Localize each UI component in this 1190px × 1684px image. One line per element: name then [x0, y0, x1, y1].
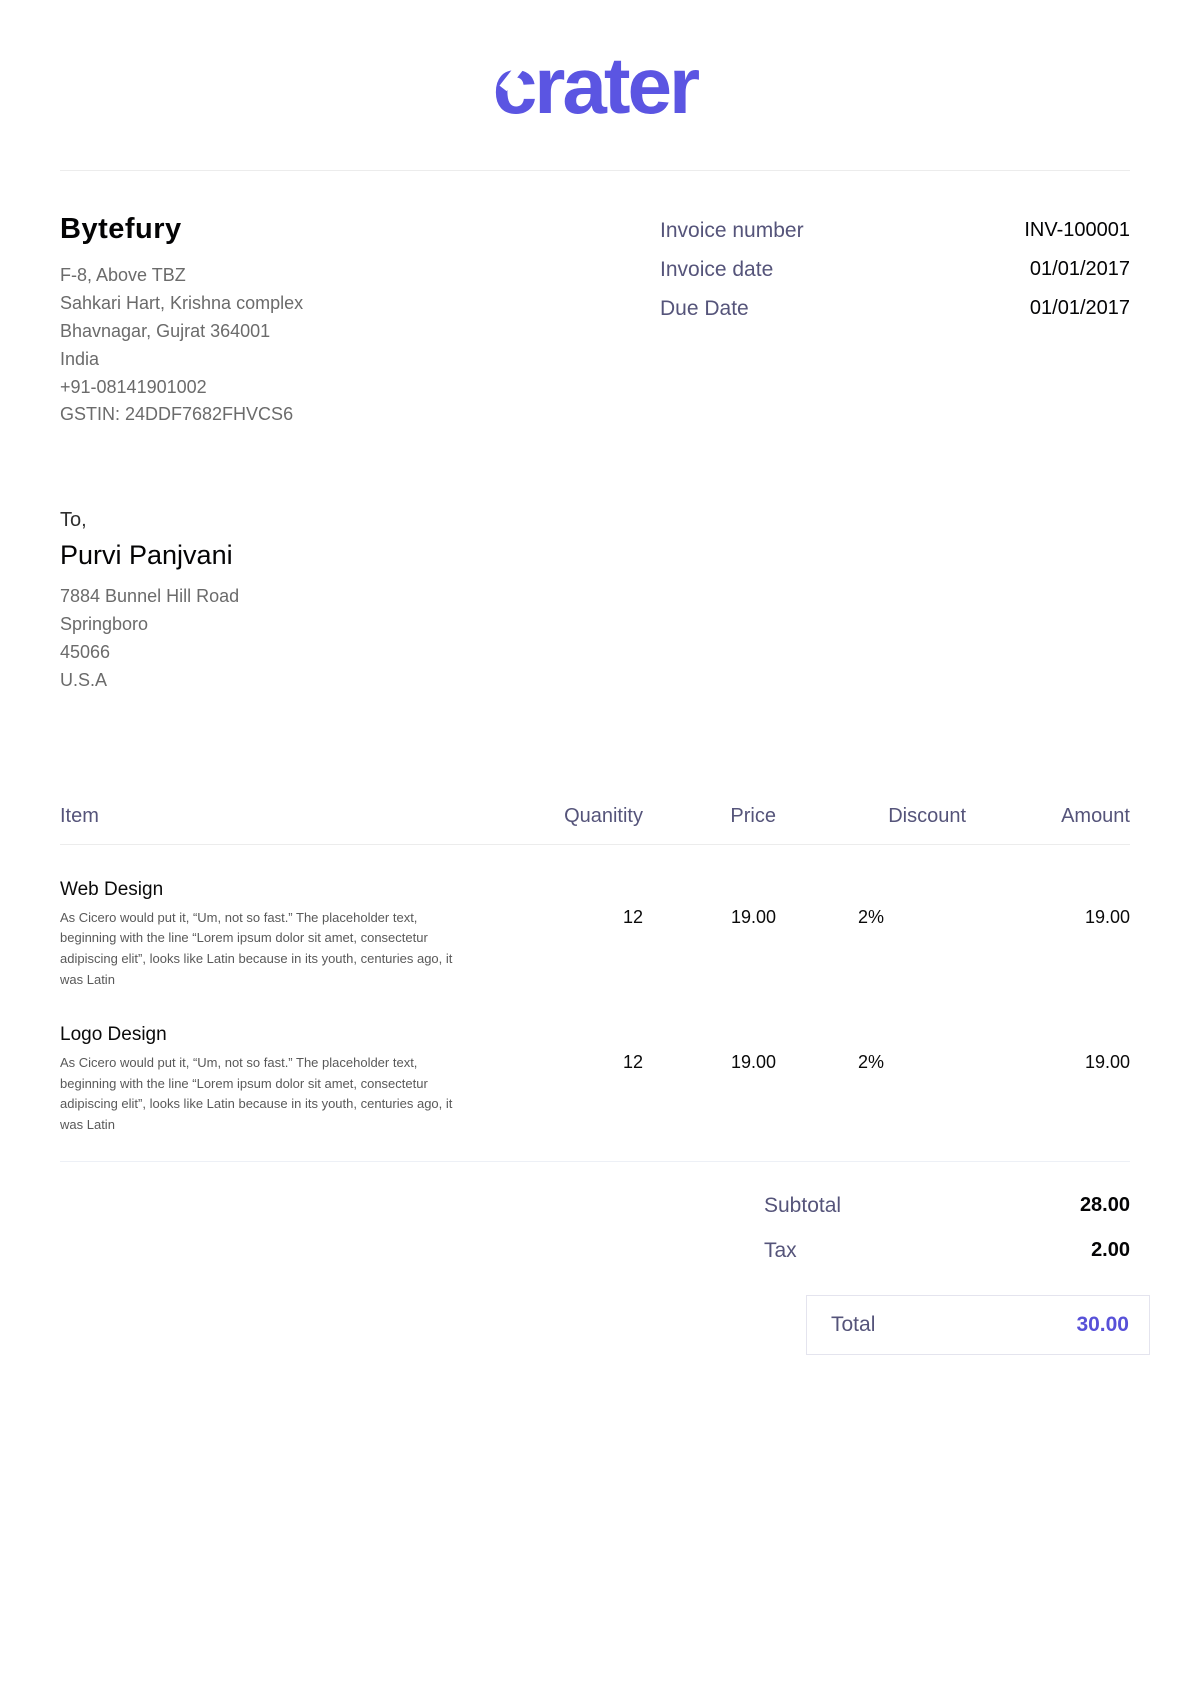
item-quantity: 12: [622, 1052, 643, 1073]
tax-row: Tax 2.00: [740, 1239, 1130, 1263]
subtotal-label: Subtotal: [764, 1194, 842, 1218]
customer-address-line: U.S.A: [60, 670, 108, 691]
company-address-line: India: [60, 348, 100, 369]
customer-address-line: 45066: [60, 642, 111, 663]
invoice-number-row: Invoice number INV-100001: [660, 219, 1130, 243]
item-price: 19.00: [730, 906, 776, 927]
item-description: As Cicero would put it, “Um, not so fast…: [60, 1055, 453, 1132]
company-address-line: Bhavnagar, Gujrat 364001: [60, 320, 271, 341]
column-header-quantity: Quanitity: [564, 804, 643, 827]
table-row: Web Design As Cicero would put it, “Um, …: [60, 845, 1130, 990]
item-price: 19.00: [730, 1052, 776, 1073]
item-amount: 19.00: [1084, 906, 1130, 927]
total-label: Total: [831, 1313, 876, 1337]
column-header-discount: Discount: [888, 804, 966, 827]
company-gstin: GSTIN: 24DDF7682FHVCS6: [60, 404, 294, 425]
bill-to-prefix: To,: [60, 509, 87, 532]
column-header-amount: Amount: [1061, 804, 1130, 827]
company-address-line: Sahkari Hart, Krishna complex: [60, 292, 304, 313]
header-divider: [60, 170, 1130, 171]
total-value: 30.00: [1076, 1313, 1129, 1337]
company-name: Bytefury: [60, 213, 182, 245]
seller-block: Bytefury F-8, Above TBZ Sahkari Hart, Kr…: [60, 213, 303, 429]
due-date-label: Due Date: [660, 297, 749, 320]
totals-section: Subtotal 28.00 Tax 2.00 Total 30.00: [60, 1194, 1150, 1356]
items-table: Item Quanitity Price Discount Amount Web…: [60, 805, 1130, 1163]
subtotal-row: Subtotal 28.00: [740, 1194, 1130, 1218]
item-cell: Logo Design As Cicero would put it, “Um,…: [60, 1024, 453, 1135]
subtotal-value: 28.00: [1079, 1194, 1130, 1217]
item-amount: 19.00: [1084, 1052, 1130, 1073]
crater-logo-icon: crater: [489, 46, 701, 126]
bill-to-section: To, Purvi Panjvani 7884 Bunnel Hill Road…: [60, 509, 1130, 695]
invoice-number-label: Invoice number: [660, 219, 804, 242]
items-table-header: Item Quanitity Price Discount Amount: [60, 805, 1130, 845]
item-name: Web Design: [60, 878, 164, 900]
brand-header: crater: [60, 46, 1130, 126]
invoice-number-value: INV-100001: [1024, 219, 1130, 241]
tax-label: Tax: [764, 1239, 797, 1263]
item-description: As Cicero would put it, “Um, not so fast…: [60, 909, 453, 987]
item-name: Logo Design: [60, 1024, 167, 1046]
invoice-date-row: Invoice date 01/01/2017: [660, 258, 1130, 282]
item-discount: 2%: [857, 1052, 884, 1073]
invoice-meta-block: Invoice number INV-100001 Invoice date 0…: [660, 213, 1130, 429]
item-discount: 2%: [857, 906, 884, 927]
column-header-item: Item: [60, 804, 99, 827]
invoice-date-value: 01/01/2017: [1029, 258, 1130, 280]
due-date-value: 01/01/2017: [1029, 297, 1130, 319]
totals-block: Subtotal 28.00 Tax 2.00 Total 30.00: [740, 1194, 1150, 1356]
due-date-row: Due Date 01/01/2017: [660, 297, 1130, 321]
table-row: Logo Design As Cicero would put it, “Um,…: [60, 990, 1130, 1163]
customer-address-line: Springboro: [60, 614, 149, 635]
total-box: Total 30.00: [806, 1295, 1150, 1356]
invoice-date-label: Invoice date: [660, 258, 774, 281]
customer-address-line: 7884 Bunnel Hill Road: [60, 586, 240, 607]
customer-name: Purvi Panjvani: [60, 540, 233, 571]
item-cell: Web Design As Cicero would put it, “Um, …: [60, 879, 453, 990]
company-address-line: F-8, Above TBZ: [60, 265, 186, 285]
tax-value: 2.00: [1091, 1239, 1130, 1262]
company-phone: +91-08141901002: [60, 376, 207, 397]
column-header-price: Price: [730, 804, 776, 827]
item-quantity: 12: [622, 906, 643, 927]
invoice-info-section: Bytefury F-8, Above TBZ Sahkari Hart, Kr…: [60, 213, 1130, 429]
